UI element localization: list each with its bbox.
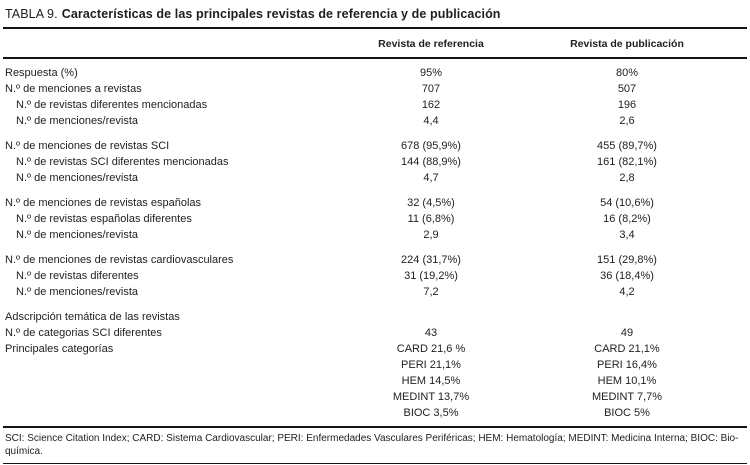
row-label: N.º de menciones de revistas españolas (5, 197, 202, 209)
table-row: N.º de menciones/revista 4,4 2,6 (3, 113, 747, 129)
ref-value: 43 (424, 327, 438, 339)
table-row: Adscripción temática de las revistas (3, 309, 747, 325)
ref-value (355, 309, 507, 325)
row-label: N.º de menciones/revista (16, 172, 139, 184)
row-label: N.º de menciones de revistas SCI (5, 140, 170, 152)
row-label: N.º de revistas SCI diferentes mencionad… (16, 156, 229, 168)
table-row: PERI 21,1% PERI 16,4% (3, 357, 747, 373)
pub-value (507, 309, 747, 325)
row-label: N.º de revistas diferentes (16, 270, 139, 282)
table-row: N.º de menciones de revistas SCI 678 (95… (3, 138, 747, 154)
rule-bottom (3, 463, 747, 464)
ref-value: BIOC 3,5% (403, 407, 459, 419)
table-row: N.º de menciones/revista 4,7 2,8 (3, 170, 747, 186)
ref-value: MEDINT 13,7% (392, 391, 470, 403)
row-label: N.º de menciones/revista (16, 115, 139, 127)
pub-value: 2,8 (619, 172, 635, 184)
row-label: N.º de revistas diferentes mencionadas (16, 99, 208, 111)
pub-value: 54 (10,6%) (600, 197, 654, 209)
row-label: Respuesta (%) (5, 67, 78, 79)
table-row: N.º de menciones a revistas 707 507 (3, 81, 747, 97)
ref-value: 4,4 (423, 115, 439, 127)
footnote-line: química. (5, 446, 43, 457)
table-row: N.º de revistas diferentes 31 (19,2%) 36… (3, 268, 747, 284)
table-row: Respuesta (%) 95% 80% (3, 65, 747, 81)
pub-value: 16 (8,2%) (603, 213, 651, 225)
table-title: TABLA 9. Características de las principal… (3, 0, 747, 27)
row-label: Adscripción temática de las revistas (5, 311, 180, 323)
pub-value: 49 (620, 327, 634, 339)
pub-value: 196 (617, 99, 637, 111)
table-footnote: SCI: Science Citation Index; CARD: Siste… (3, 428, 747, 461)
table-row: N.º de menciones/revista 7,2 4,2 (3, 284, 747, 300)
row-label (3, 357, 355, 373)
ref-value: 11 (6,8%) (407, 213, 455, 225)
ref-value: 31 (19,2%) (404, 270, 458, 282)
pub-value: 4,2 (619, 286, 635, 298)
row-label (3, 373, 355, 389)
table-row: N.º de menciones de revistas españolas 3… (3, 195, 747, 211)
table-row: N.º de categorias SCI diferentes 43 49 (3, 325, 747, 341)
table-row: N.º de revistas diferentes mencionadas 1… (3, 97, 747, 113)
rule-footer (3, 426, 747, 428)
table-header: Revista de referencia Revista de publica… (3, 29, 747, 57)
row-label: N.º de menciones/revista (16, 286, 139, 298)
pub-value: 455 (89,7%) (597, 140, 657, 152)
pub-value: 3,4 (619, 229, 635, 241)
table-row: Principales categorías CARD 21,6 % CARD … (3, 341, 747, 357)
pub-value: BIOC 5% (604, 407, 650, 419)
rule-header (3, 57, 747, 59)
row-label: N.º de categorias SCI diferentes (5, 327, 162, 339)
table-row: HEM 14,5% HEM 10,1% (3, 373, 747, 389)
row-label: N.º de menciones a revistas (5, 83, 142, 95)
ref-value: 144 (88,9%) (401, 156, 461, 168)
column-header-referencia: Revista de referencia (378, 38, 484, 50)
pub-value: MEDINT 7,7% (591, 391, 663, 403)
row-label: N.º de revistas españolas diferentes (16, 213, 192, 225)
table-row: BIOC 3,5% BIOC 5% (3, 405, 747, 421)
row-label (3, 405, 355, 421)
table-row: MEDINT 13,7% MEDINT 7,7% (3, 389, 747, 405)
column-header-publicacion: Revista de publicación (570, 38, 684, 50)
table-row: N.º de revistas SCI diferentes mencionad… (3, 154, 747, 170)
footnote-line: SCI: Science Citation Index; CARD: Siste… (5, 433, 739, 444)
row-label: N.º de menciones de revistas cardiovascu… (5, 254, 234, 266)
ref-value: 224 (31,7%) (401, 254, 461, 266)
table-caption: Características de las principales revis… (61, 7, 501, 21)
ref-value: HEM 14,5% (401, 375, 461, 387)
rule-top (3, 27, 747, 29)
row-label: N.º de menciones/revista (16, 229, 139, 241)
pub-value: 161 (82,1%) (597, 156, 657, 168)
pub-value: 2,6 (619, 115, 635, 127)
table-row: N.º de menciones/revista 2,9 3,4 (3, 227, 747, 243)
row-label (3, 389, 355, 405)
pub-value: HEM 10,1% (597, 375, 657, 387)
pub-value: 36 (18,4%) (600, 270, 654, 282)
table-body: Respuesta (%) 95% 80% N.º de menciones a… (3, 59, 747, 421)
pub-value: 151 (29,8%) (597, 254, 657, 266)
header-spacer (3, 38, 355, 50)
ref-value: 678 (95,9%) (401, 140, 461, 152)
table-row: N.º de revistas españolas diferentes 11 … (3, 211, 747, 227)
pub-value: 507 (617, 83, 637, 95)
ref-value: 32 (4,5%) (407, 197, 455, 209)
ref-value: CARD 21,6 % (396, 343, 466, 355)
ref-value: 4,7 (423, 172, 439, 184)
pub-value: CARD 21,1% (594, 343, 660, 355)
ref-value: PERI 21,1% (401, 359, 461, 371)
table-number: TABLA 9. (5, 7, 58, 21)
row-label: Principales categorías (5, 343, 114, 355)
ref-value: 162 (421, 99, 441, 111)
table-row: N.º de menciones de revistas cardiovascu… (3, 252, 747, 268)
ref-value: 707 (421, 83, 441, 95)
pub-value: 80% (615, 67, 639, 79)
ref-value: 7,2 (423, 286, 439, 298)
ref-value: 2,9 (423, 229, 439, 241)
pub-value: PERI 16,4% (597, 359, 657, 371)
ref-value: 95% (419, 67, 443, 79)
